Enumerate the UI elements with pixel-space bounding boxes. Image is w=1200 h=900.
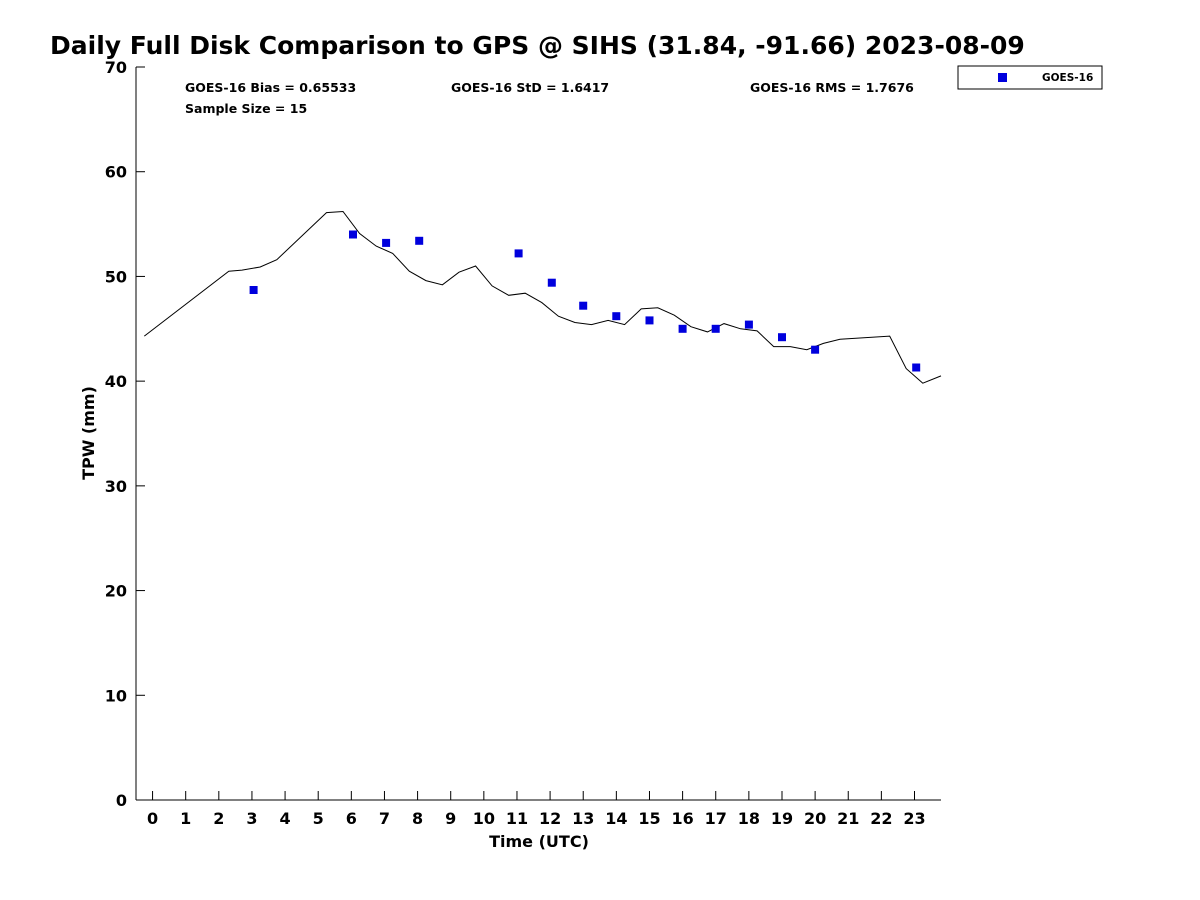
goes-16-point [612, 312, 621, 321]
legend: GOES-16 [957, 65, 1103, 90]
x-tick-label: 17 [705, 809, 727, 828]
goes-16-series [249, 230, 921, 372]
legend-label-goes-16: GOES-16 [1042, 72, 1093, 84]
x-tick-label: 23 [903, 809, 925, 828]
y-axis-label: TPW (mm) [79, 386, 98, 480]
y-tick-label: 60 [105, 163, 127, 182]
goes-16-point [349, 230, 357, 239]
x-tick-label: 21 [837, 809, 859, 828]
x-tick-label: 4 [280, 809, 291, 828]
goes-16-point [382, 238, 391, 247]
x-axis-ticks: 0 1 2 3 4 5 6 7 8 9 10 11 12 13 14 15 16 17 18 19 20 21 22 23 [147, 791, 926, 828]
x-tick-label: 14 [605, 809, 627, 828]
goes-16-point [811, 345, 820, 354]
goes-16-point [579, 301, 588, 310]
x-tick-label: 19 [771, 809, 793, 828]
goes-16-point [711, 324, 720, 333]
x-tick-label: 0 [147, 809, 158, 828]
x-tick-label: 22 [870, 809, 892, 828]
y-tick-label: 10 [105, 686, 127, 705]
y-tick-label: 20 [105, 582, 127, 601]
x-tick-label: 8 [412, 809, 423, 828]
x-tick-label: 13 [572, 809, 594, 828]
x-tick-label: 12 [539, 809, 561, 828]
y-tick-label: 0 [116, 791, 127, 810]
x-tick-label: 3 [246, 809, 257, 828]
y-tick-label: 40 [105, 372, 127, 391]
x-tick-label: 1 [180, 809, 191, 828]
goes-16-point [744, 320, 753, 329]
legend-marker-goes-16 [998, 73, 1007, 82]
x-tick-label: 6 [346, 809, 357, 828]
x-tick-label: 11 [506, 809, 528, 828]
axes [135, 67, 941, 801]
x-tick-label: 16 [671, 809, 693, 828]
gps-series [143, 210, 942, 384]
rms-stat: GOES-16 RMS = 1.7676 [750, 80, 914, 95]
x-tick-label: 20 [804, 809, 826, 828]
x-tick-label: 18 [738, 809, 760, 828]
y-axis-ticks: 0 10 20 30 40 50 60 70 [105, 58, 145, 810]
x-tick-label: 5 [313, 809, 324, 828]
x-tick-label: 9 [445, 809, 456, 828]
y-tick-label: 70 [105, 58, 127, 77]
bias-stat: GOES-16 Bias = 0.65533 [185, 80, 356, 95]
sample-size-stat: Sample Size = 15 [185, 101, 307, 116]
goes-16-point [912, 363, 921, 372]
legend-box [957, 65, 1103, 90]
y-tick-label: 30 [105, 477, 127, 496]
gps-line [143, 210, 942, 384]
std-stat: GOES-16 StD = 1.6417 [451, 80, 609, 95]
goes-16-point [645, 316, 654, 325]
x-axis-label: Time (UTC) [489, 832, 589, 851]
x-tick-label: 15 [638, 809, 660, 828]
goes-16-point [249, 286, 258, 294]
goes-16-point [547, 278, 556, 287]
goes-16-point [514, 249, 523, 258]
goes-16-point [678, 324, 687, 333]
goes-16-point [778, 333, 786, 342]
goes-16-point [415, 236, 424, 245]
y-tick-label: 50 [105, 267, 127, 286]
x-tick-label: 10 [473, 809, 495, 828]
x-tick-label: 7 [379, 809, 390, 828]
x-tick-label: 2 [213, 809, 224, 828]
chart-title: Daily Full Disk Comparison to GPS @ SIHS… [50, 31, 1025, 60]
